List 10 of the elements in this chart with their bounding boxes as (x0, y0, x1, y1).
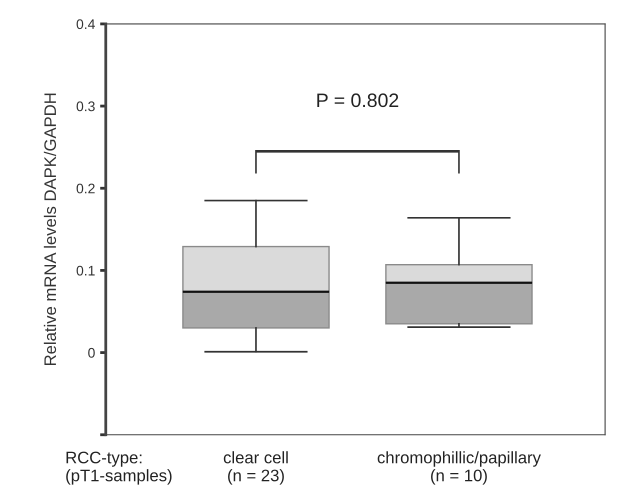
annotation: P = 0.802 (317, 93, 398, 108)
y-tick-label: 0.2 (76, 184, 95, 194)
y-tick-label: 0.3 (76, 101, 95, 112)
y-tick-label: 0 (88, 348, 95, 358)
x-tick-label: chromophillic/papillary (n = 10) (378, 451, 541, 485)
y-tick-label: 0.1 (76, 266, 95, 276)
y-tick-label: 0.4 (76, 19, 95, 30)
x-tick-label: clear cell (n = 23) (224, 451, 288, 485)
x-axis-title: RCC-type: (pT1-samples) (66, 452, 172, 485)
y-axis-title: Relative mRNA levels DAPK/GAPDH (44, 94, 56, 366)
